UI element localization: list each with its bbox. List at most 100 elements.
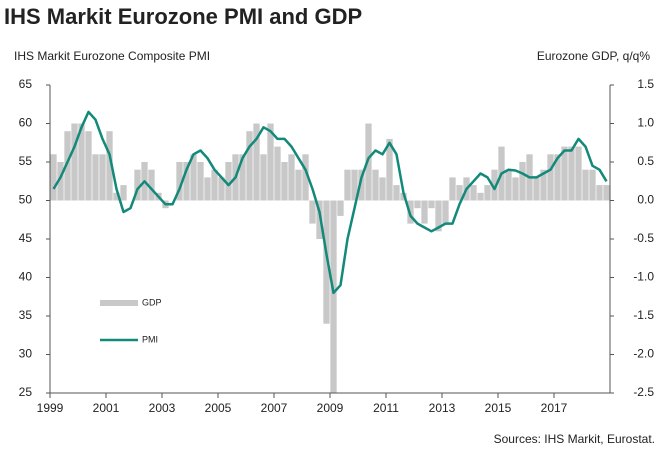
gdp-bar <box>505 169 512 201</box>
gdp-bar <box>428 200 435 209</box>
y-axis-label: IHS Markit Eurozone Composite PMI <box>14 49 210 63</box>
y-tick-label: 50 <box>19 193 33 207</box>
y-tick-label: 65 <box>19 77 33 91</box>
gdp-bar <box>379 177 386 201</box>
gdp-bar <box>281 162 288 201</box>
gdp-bar <box>330 200 337 393</box>
gdp-bar <box>50 154 57 201</box>
gdp-bar <box>218 177 225 201</box>
x-tick-label: 2003 <box>149 401 176 415</box>
y2-tick-label: -1.5 <box>633 308 654 322</box>
gdp-bar <box>316 200 323 239</box>
gdp-bar <box>414 200 421 209</box>
gdp-bar <box>183 162 190 201</box>
gdp-bar <box>92 154 99 201</box>
gdp-bar <box>589 169 596 201</box>
gdp-bar <box>358 169 365 201</box>
gdp-bar <box>456 185 463 201</box>
gdp-bar <box>85 131 92 201</box>
y2-tick-label: 0.0 <box>637 193 654 207</box>
gdp-bar <box>393 185 400 201</box>
gdp-bar <box>99 154 106 201</box>
y2-tick-label: 1.0 <box>637 116 654 130</box>
gdp-bar <box>344 169 351 201</box>
gdp-bar <box>386 138 393 201</box>
pmi-line <box>52 110 608 295</box>
gdp-bar <box>204 177 211 201</box>
gdp-bar <box>540 169 547 201</box>
gdp-bar <box>267 123 274 201</box>
y2-tick-label: 0.5 <box>637 154 654 168</box>
gdp-bar <box>582 169 589 201</box>
gdp-bar <box>603 185 610 201</box>
gdp-bar <box>197 162 204 201</box>
y-tick-label: 55 <box>19 154 33 168</box>
gdp-bar <box>57 162 64 201</box>
gdp-bar <box>260 154 267 201</box>
gdp-bar <box>134 169 141 201</box>
y2-tick-label: -2.0 <box>633 347 654 361</box>
x-tick-label: 2007 <box>261 401 288 415</box>
x-tick-label: 2017 <box>541 401 568 415</box>
source: Sources: IHS Markit, Eurostat. <box>494 432 655 446</box>
gdp-bar <box>449 177 456 201</box>
gdp-bar <box>596 185 603 201</box>
gdp-bar <box>470 185 477 201</box>
gdp-bar <box>239 154 246 201</box>
x-tick-label: 2015 <box>485 401 512 415</box>
gdp-bar <box>288 154 295 201</box>
gdp-bar <box>337 200 344 216</box>
y-tick-label: 30 <box>19 347 33 361</box>
gdp-bar <box>351 169 358 201</box>
gdp-bar <box>554 154 561 201</box>
x-tick-label: 2011 <box>373 401 399 415</box>
y-tick-label: 40 <box>19 270 33 284</box>
gdp-bar <box>512 177 519 201</box>
gdp-bar <box>190 154 197 201</box>
gdp-bar <box>274 146 281 201</box>
x-tick-label: 2013 <box>429 401 456 415</box>
gdp-bar <box>477 192 484 201</box>
y-tick-label: 45 <box>19 231 33 245</box>
gdp-bar <box>120 185 127 201</box>
gdp-bar <box>113 192 120 201</box>
gdp-bar <box>491 169 498 201</box>
gdp-bar <box>323 200 330 324</box>
legend-label: GDP <box>142 297 162 307</box>
y-tick-label: 60 <box>19 116 33 130</box>
y2-tick-label: -2.5 <box>633 385 654 399</box>
gdp-bar <box>365 123 372 201</box>
y2-tick-label: -0.5 <box>633 231 654 245</box>
y2-tick-label: -1.0 <box>633 270 654 284</box>
gdp-bar <box>575 146 582 201</box>
gdp-bar <box>561 146 568 201</box>
gdp-bar <box>533 177 540 201</box>
legend-swatch <box>100 300 138 306</box>
y2-tick-label: 1.5 <box>637 77 654 91</box>
gdp-bar <box>568 146 575 201</box>
gdp-bar <box>295 169 302 201</box>
gdp-bar <box>442 200 449 224</box>
x-tick-label: 2005 <box>205 401 232 415</box>
gdp-bar <box>421 200 428 224</box>
gdp-bar <box>253 123 260 201</box>
y-tick-label: 35 <box>19 308 33 322</box>
gdp-bar <box>64 131 71 201</box>
gdp-bar <box>302 154 309 201</box>
x-tick-label: 2009 <box>317 401 344 415</box>
y-tick-label: 25 <box>19 385 33 399</box>
x-tick-label: 1999 <box>37 401 64 415</box>
gdp-bar <box>176 162 183 201</box>
gdp-bar <box>484 185 491 201</box>
gdp-bar <box>148 169 155 201</box>
gdp-bar <box>211 169 218 201</box>
gdp-bar <box>106 131 113 201</box>
gdp-bar <box>519 162 526 201</box>
x-tick-label: 2001 <box>93 401 120 415</box>
gdp-bar <box>547 154 554 201</box>
chart-title: IHS Markit Eurozone PMI and GDP <box>4 4 362 29</box>
gdp-bar <box>246 131 253 201</box>
gdp-bar <box>309 200 316 224</box>
gdp-bar <box>71 123 78 201</box>
